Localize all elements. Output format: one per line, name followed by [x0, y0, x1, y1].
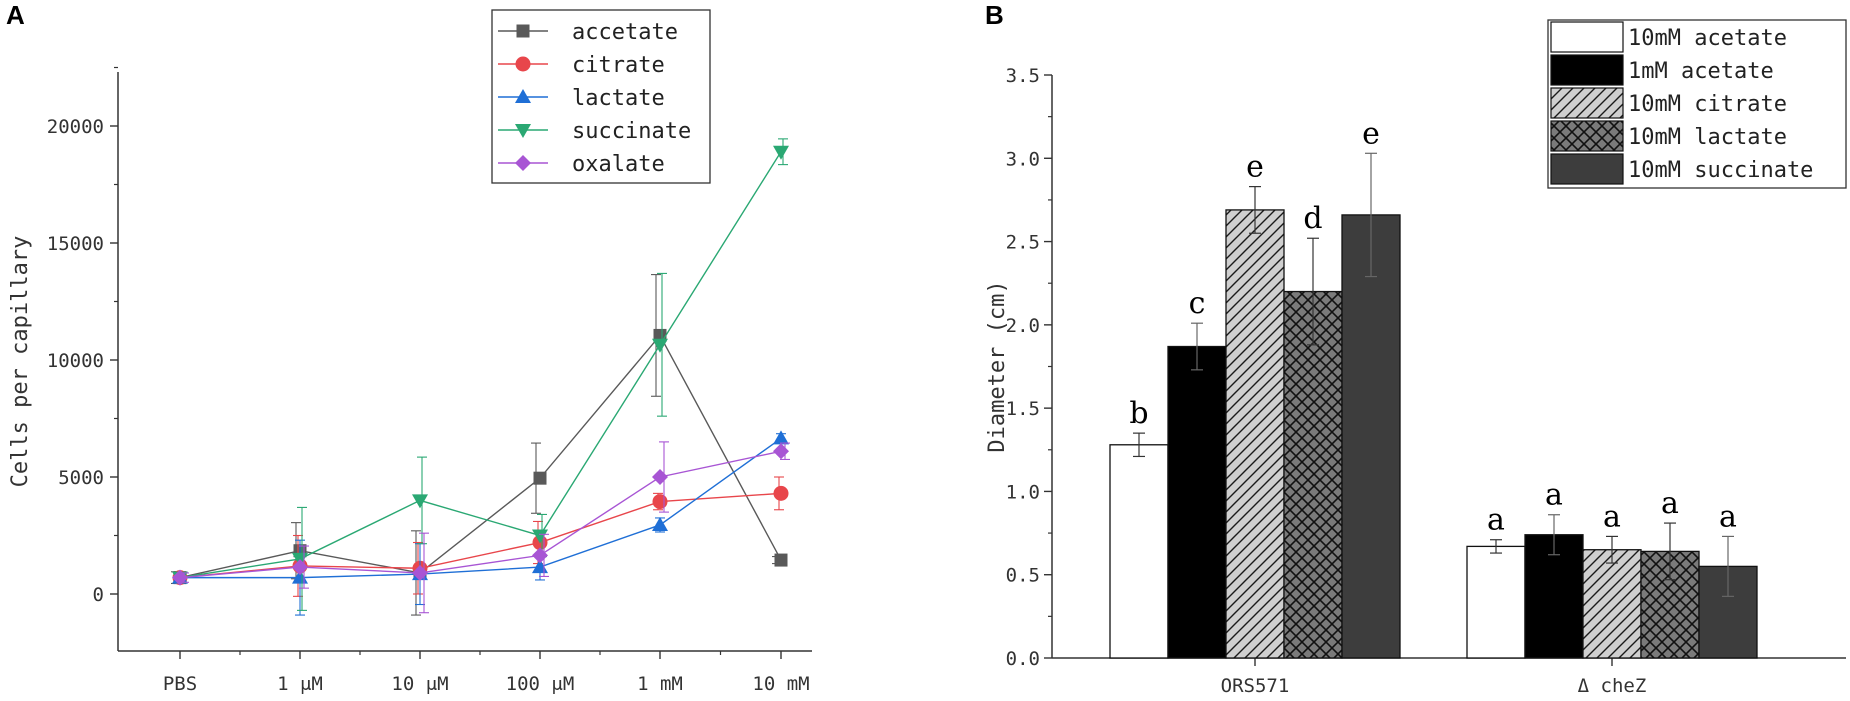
legend-marker-lactate — [515, 89, 531, 103]
legend-label-10mM citrate: 10mM citrate — [1628, 92, 1787, 117]
data-point-oxalate — [412, 564, 428, 581]
data-point-accetate — [533, 471, 547, 485]
chart-a-legend-box — [491, 9, 711, 184]
significance-letter: a — [1661, 486, 1679, 521]
data-point-succinate — [412, 494, 428, 509]
data-point-oxalate — [532, 547, 548, 564]
chart-a-y-tick-label: 15000 — [47, 233, 104, 255]
legend-label-citrate: citrate — [572, 53, 665, 78]
chart-a-x-tick-label: 1 μM — [277, 673, 323, 695]
significance-letter: e — [1246, 150, 1264, 185]
chart-a-x-tick-label: 10 μM — [391, 673, 448, 695]
legend-label-10mM lactate: 10mM lactate — [1628, 125, 1787, 150]
chart-a-y-tick-label: 5000 — [58, 467, 104, 489]
significance-letter: a — [1719, 499, 1737, 534]
bar-10mM succinate — [1341, 214, 1401, 659]
data-point-lactate — [773, 430, 789, 445]
bar-10mM lactate — [1283, 290, 1343, 659]
chart-b-y-axis-title: Diameter (cm) — [985, 280, 1010, 452]
bar-10mM citrate — [1582, 549, 1642, 659]
legend-swatch-1mM acetate — [1550, 54, 1624, 86]
legend-label-succinate: succinate — [572, 119, 691, 144]
series-line-oxalate — [179, 450, 782, 579]
chart-a-y-tick-label: 10000 — [47, 350, 104, 372]
data-point-succinate — [652, 338, 668, 353]
significance-letter: a — [1603, 499, 1621, 534]
chart-b-axes: 0.0 0.5 1.0 1.5 2.0 2.5 3.0 3.5 Diameter (cm) ORS… — [985, 65, 1846, 697]
legend-swatch-10mM acetate — [1550, 21, 1624, 53]
chart-a-x-tick-label: 100 μM — [506, 673, 575, 695]
chart-b-x-tick-label: ORS571 — [1221, 675, 1290, 697]
chart-b-y-tick-label: 2.5 — [1006, 232, 1040, 254]
chart-b-y-tick-label: 3.0 — [1006, 148, 1040, 170]
bar-10mM acetate — [1109, 444, 1169, 659]
data-point-accetate — [774, 553, 788, 567]
panel-label-b: B — [985, 0, 1004, 30]
legend-label-lactate: lactate — [572, 86, 665, 111]
data-point-succinate — [532, 529, 548, 544]
chart-b-y-tick-label: 3.5 — [1006, 65, 1040, 87]
chart-a-x-tick-label: 1 mM — [637, 673, 683, 695]
legend-label-10mM acetate: 10mM acetate — [1628, 26, 1787, 51]
legend-label-1mM acetate: 1mM acetate — [1628, 59, 1774, 84]
significance-letter: a — [1545, 478, 1563, 513]
series-citrate — [172, 476, 789, 597]
bar-10mM citrate — [1225, 209, 1285, 659]
significance-letter: d — [1303, 201, 1322, 236]
data-point-oxalate — [172, 569, 188, 586]
significance-letter: e — [1362, 116, 1380, 151]
chart-a-y-tick-label: 20000 — [47, 116, 104, 138]
panel-label-a: A — [6, 0, 25, 30]
legend-marker-accetate — [516, 24, 530, 38]
chart-b-legend: 10mM acetate 1mM acetate 10mM citrate 10mM … — [1547, 19, 1847, 189]
series-lactate — [172, 430, 789, 616]
legend-marker-succinate — [515, 124, 531, 138]
legend-marker-oxalate — [515, 155, 531, 171]
chart-a-series — [171, 138, 790, 616]
data-point-citrate — [773, 485, 789, 501]
series-succinate — [172, 138, 789, 611]
chart-b-y-tick-label: 1.0 — [1006, 481, 1040, 503]
series-line-succinate — [179, 151, 782, 579]
data-point-oxalate — [652, 469, 668, 485]
legend-marker-citrate — [515, 56, 531, 72]
bar-10mM acetate — [1466, 545, 1526, 659]
chart-b-y-tick-label: 0.0 — [1006, 648, 1040, 670]
series-line-citrate — [179, 492, 782, 579]
legend-label-accetate: accetate — [572, 20, 678, 45]
series-oxalate — [172, 441, 790, 614]
chart-b-y-tick-label: 2.0 — [1006, 315, 1040, 337]
data-point-lactate — [652, 516, 668, 531]
chart-a-legend: accetate citrate lactate succinate oxalate — [491, 9, 711, 184]
chart-b-y-tick-label: 0.5 — [1006, 565, 1040, 587]
chart-b-y-tick-label: 1.5 — [1006, 398, 1040, 420]
legend-label-10mM succinate: 10mM succinate — [1628, 158, 1813, 183]
chart-b-bars: b c e d e a a a a a — [1109, 116, 1758, 659]
chart-b: 0.0 0.5 1.0 1.5 2.0 2.5 3.0 3.5 Diameter (cm) ORS… — [985, 19, 1847, 697]
legend-swatch-10mM lactate — [1550, 120, 1624, 152]
data-point-succinate — [773, 145, 789, 160]
legend-swatch-10mM succinate — [1550, 153, 1624, 185]
chart-a: 0 5000 10000 15000 20000 PBS 1 μM 10 μM 100 μM 1 … — [8, 9, 812, 695]
legend-label-oxalate: oxalate — [572, 152, 665, 177]
significance-letter: c — [1189, 286, 1206, 321]
series-line-accetate — [179, 334, 782, 579]
chart-a-x-tick-label: 10 mM — [752, 673, 809, 695]
chart-b-x-tick-label: Δ cheZ — [1578, 675, 1647, 697]
chart-a-y-axis-title: Cells per capillary — [8, 236, 33, 488]
series-line-lactate — [180, 437, 782, 579]
data-point-oxalate — [773, 443, 789, 460]
chart-a-axes: 0 5000 10000 15000 20000 PBS 1 μM 10 μM 100 μM 1 … — [8, 66, 812, 695]
chart-a-x-tick-label: PBS — [163, 673, 197, 695]
significance-letter: a — [1487, 503, 1505, 538]
bar-1mM acetate — [1167, 345, 1227, 659]
data-point-oxalate — [292, 559, 308, 576]
chart-a-y-tick-label: 0 — [93, 584, 104, 606]
legend-swatch-10mM citrate — [1550, 87, 1624, 119]
data-point-citrate — [652, 494, 668, 510]
significance-letter: b — [1129, 396, 1148, 431]
